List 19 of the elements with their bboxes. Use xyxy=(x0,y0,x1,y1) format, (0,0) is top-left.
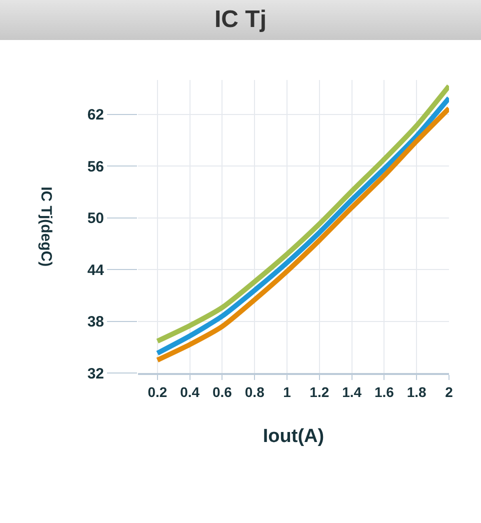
x-tick-label: 0.2 xyxy=(148,384,168,400)
x-tick-label: 0.4 xyxy=(180,384,200,400)
x-tick-label: 1 xyxy=(283,384,292,400)
x-tick-label: 2 xyxy=(445,384,454,400)
x-tick-label: 0.6 xyxy=(212,384,232,400)
x-tick-label: 1.4 xyxy=(342,384,362,400)
x-tick-label: 1.8 xyxy=(406,384,427,400)
y-tick-label: 50 xyxy=(87,210,104,228)
y-axis-title: IC Tj(degC) xyxy=(37,186,54,267)
y-tick-label: 56 xyxy=(87,158,104,176)
x-axis-title: Iout(A) xyxy=(262,426,324,448)
x-tick-label: 0.8 xyxy=(244,384,265,400)
y-tick-label: 38 xyxy=(87,314,104,331)
y-tick-label: 44 xyxy=(87,262,105,279)
y-tick-label: 32 xyxy=(87,365,104,382)
chart-title: IC Tj xyxy=(0,0,481,40)
x-tick-label: 1.2 xyxy=(310,384,330,400)
x-tick-label: 1.6 xyxy=(374,384,394,400)
y-tick-label: 62 xyxy=(87,106,104,124)
